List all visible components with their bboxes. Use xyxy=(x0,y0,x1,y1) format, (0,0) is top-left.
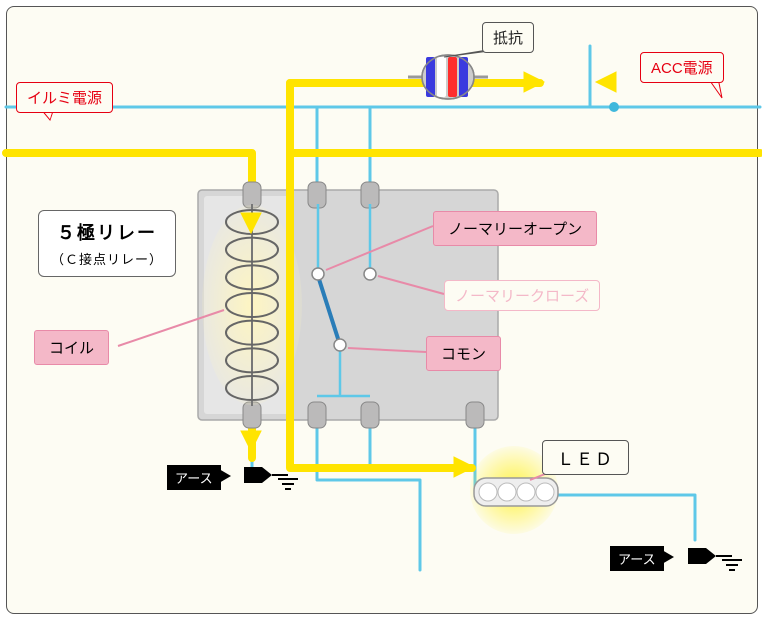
label-earth-1: アース xyxy=(167,465,221,490)
label-acc-power: ACC電源 xyxy=(640,52,724,83)
label-resistor: 抵抗 xyxy=(482,22,534,53)
label-illumi-power: イルミ電源 xyxy=(16,82,113,113)
label-common: コモン xyxy=(426,336,501,371)
label-led: ＬＥＤ xyxy=(542,440,629,475)
relay-title-line2: （Ｃ接点リレー） xyxy=(51,249,163,268)
label-coil: コイル xyxy=(34,330,109,365)
diagram-svg xyxy=(0,0,762,618)
label-normally-open: ノーマリーオープン xyxy=(433,211,597,246)
relay-title-line1: ５極リレー xyxy=(51,219,163,245)
relay-title-box: ５極リレー （Ｃ接点リレー） xyxy=(38,210,176,277)
label-normally-closed: ノーマリークローズ xyxy=(444,280,600,311)
label-earth-2: アース xyxy=(610,546,664,571)
